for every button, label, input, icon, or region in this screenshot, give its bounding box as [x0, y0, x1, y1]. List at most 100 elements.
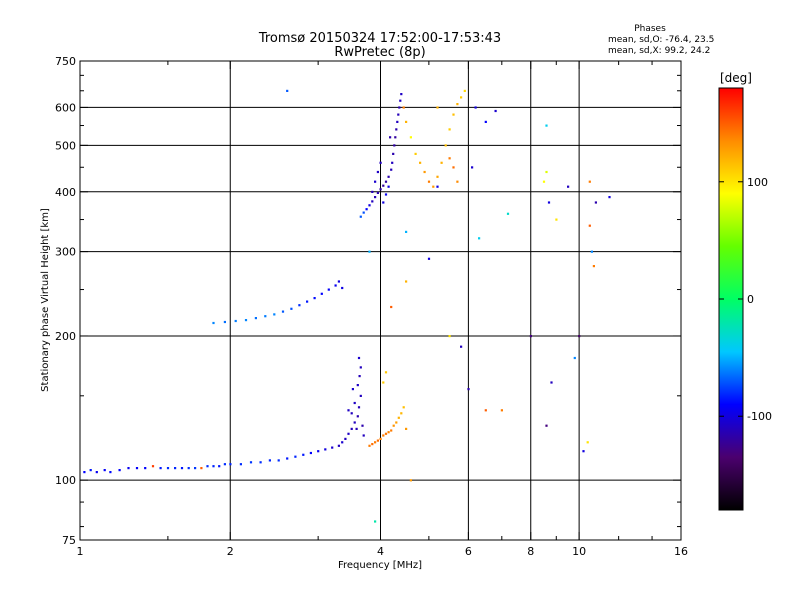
phase-stats-heading: Phases: [634, 24, 666, 34]
data-point: [529, 335, 532, 338]
data-point: [376, 170, 379, 174]
data-point: [223, 320, 226, 324]
data-point: [223, 463, 226, 466]
data-point: [398, 106, 401, 109]
data-point: [545, 124, 548, 127]
data-point: [286, 89, 289, 92]
data-point: [474, 106, 477, 109]
x-tick-label: 6: [465, 545, 472, 558]
data-point: [405, 427, 408, 430]
data-point: [384, 180, 388, 183]
data-point: [135, 467, 139, 470]
data-point: [478, 237, 481, 240]
data-point: [573, 356, 576, 360]
data-point: [384, 371, 388, 374]
data-point: [588, 224, 591, 227]
colorbar-ticks: 100 0 -100: [719, 176, 772, 423]
data-point: [392, 424, 395, 427]
data-point: [356, 415, 359, 418]
data-point: [460, 345, 463, 348]
data-point: [374, 196, 377, 199]
data-point: [358, 375, 361, 378]
data-point: [390, 305, 393, 309]
data-point: [448, 128, 451, 131]
data-point: [384, 432, 388, 435]
data-point: [376, 191, 379, 194]
y-tick-label: 400: [55, 186, 76, 199]
data-point: [379, 437, 382, 440]
data-point: [436, 185, 439, 188]
data-point: [423, 170, 426, 174]
data-point: [371, 200, 374, 203]
data-point: [249, 461, 253, 464]
data-point: [306, 300, 309, 303]
data-point: [399, 99, 402, 102]
data-point: [268, 459, 271, 462]
phase-stats-x: mean, sd,X: 99.2, 24.2: [608, 46, 710, 56]
data-point: [356, 384, 359, 387]
data-point: [353, 401, 356, 405]
chart-subtitle: RwPretec (8p): [334, 45, 425, 60]
data-point: [362, 434, 365, 437]
data-point: [368, 444, 371, 447]
data-point: [390, 429, 393, 432]
data-point: [281, 310, 285, 313]
data-point: [547, 201, 551, 204]
y-tick-label: 750: [55, 55, 76, 68]
data-point: [394, 136, 397, 139]
data-points: [83, 89, 611, 523]
data-point: [374, 520, 377, 523]
data-point: [586, 441, 589, 444]
data-point: [337, 444, 340, 447]
data-point: [371, 443, 374, 446]
data-point: [387, 185, 390, 188]
data-point: [382, 201, 385, 204]
data-point: [376, 439, 379, 442]
data-point: [592, 265, 595, 268]
data-point: [194, 467, 197, 470]
data-point: [555, 218, 558, 221]
data-point: [506, 212, 510, 215]
data-point: [402, 406, 405, 409]
data-point: [382, 434, 385, 437]
data-point: [286, 457, 289, 460]
y-tick-label: 75: [62, 534, 76, 547]
data-point: [392, 152, 395, 155]
data-point: [484, 120, 487, 123]
data-point: [448, 157, 451, 160]
data-point: [89, 469, 92, 472]
data-point: [440, 161, 443, 164]
data-point: [151, 465, 155, 468]
data-point: [357, 356, 361, 360]
y-axis-label: Stationary phase Virtual Height [km]: [40, 208, 51, 392]
data-point: [432, 185, 435, 188]
data-point: [309, 451, 312, 455]
data-point: [391, 161, 394, 164]
data-point: [409, 136, 412, 139]
data-point: [396, 120, 399, 123]
data-point: [545, 170, 548, 174]
data-point: [384, 193, 388, 196]
data-point: [452, 166, 455, 169]
data-point: [344, 437, 347, 440]
data-point: [359, 366, 362, 369]
colorbar-tick-label: 100: [747, 176, 768, 189]
data-point: [582, 450, 585, 453]
data-point: [353, 421, 356, 424]
data-point: [395, 421, 398, 424]
data-point: [365, 208, 368, 211]
data-point: [409, 479, 412, 482]
x-tick-label: 4: [377, 545, 384, 558]
data-point: [320, 292, 323, 295]
data-point: [427, 180, 431, 183]
data-point: [294, 455, 297, 458]
data-point: [187, 467, 190, 470]
data-point: [405, 120, 408, 123]
axis-ticks: 1 2 4 6 8 10 16 75 100 200 300 400 500 600 750: [55, 55, 688, 558]
data-point: [239, 463, 242, 466]
data-point: [298, 304, 301, 307]
data-point: [159, 467, 162, 470]
data-point: [387, 431, 390, 434]
data-point: [359, 215, 362, 218]
